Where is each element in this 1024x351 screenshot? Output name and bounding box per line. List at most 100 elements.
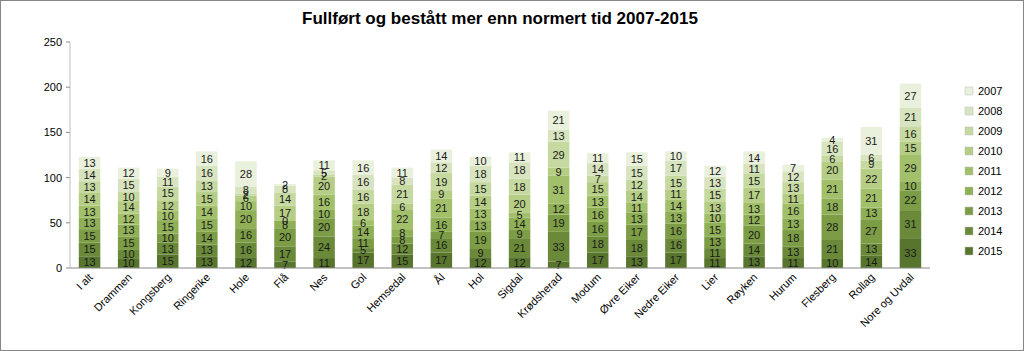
data-label: 14	[748, 152, 760, 164]
bar-segment	[470, 166, 492, 182]
data-label: 21	[553, 114, 565, 126]
legend-swatch	[965, 247, 973, 255]
y-tick-label: 250	[44, 36, 62, 48]
bar-segment	[626, 256, 648, 268]
data-label: 17	[592, 254, 604, 266]
data-label: 11	[748, 163, 759, 175]
data-label: 16	[201, 153, 213, 165]
legend: 200720082009201020112012201320142015	[965, 85, 1002, 257]
data-label: 7	[556, 259, 562, 271]
legend-label: 2009	[978, 125, 1002, 137]
data-label: 13	[709, 202, 721, 214]
data-label: 17	[748, 189, 760, 201]
data-label: 18	[787, 232, 799, 244]
bar-segment	[235, 161, 257, 186]
bar-segment	[79, 193, 101, 206]
data-label: 21	[904, 111, 916, 123]
bar-segment	[392, 254, 414, 268]
x-tick-label: Hurum	[767, 271, 799, 303]
data-label: 15	[162, 255, 174, 267]
data-label: 28	[826, 221, 838, 233]
data-label: 11	[357, 237, 368, 249]
data-label: 13	[83, 256, 95, 268]
bar-segment	[196, 256, 218, 268]
x-tick-label: Nore og Uvdal	[858, 271, 916, 329]
bar-segment	[352, 189, 374, 203]
data-label: 13	[787, 218, 799, 230]
data-label: 12	[123, 167, 135, 179]
data-label: 21	[435, 202, 447, 214]
bar-segment	[79, 157, 101, 169]
bar-segment	[900, 238, 922, 268]
data-label: 8	[399, 227, 405, 239]
bar-segment	[900, 84, 922, 108]
data-label: 13	[83, 217, 95, 229]
bar-segment	[509, 238, 530, 257]
data-label: 16	[318, 196, 330, 208]
bar-segment	[431, 198, 453, 217]
y-tick-label: 100	[44, 172, 62, 184]
data-label: 13	[631, 256, 643, 268]
data-label: 15	[83, 243, 95, 255]
bar-segment	[626, 225, 648, 240]
data-label: 13	[201, 180, 213, 192]
bar-segment	[861, 219, 883, 243]
data-label: 22	[396, 213, 408, 225]
bar-segment	[313, 195, 335, 209]
bar-segment	[431, 162, 453, 173]
bar-segment	[587, 253, 609, 268]
bar-segment	[782, 182, 804, 194]
data-label: 11	[592, 152, 603, 164]
bar-segment	[743, 226, 765, 244]
x-tick-label: Hemsedal	[364, 271, 408, 315]
bar-segment	[157, 200, 179, 211]
data-label: 21	[396, 188, 408, 200]
data-label: 31	[904, 218, 916, 230]
bar-segment	[118, 168, 139, 179]
data-label: 17	[670, 254, 682, 266]
data-label: 15	[904, 142, 916, 154]
bar-segment	[431, 253, 453, 268]
bar-segment	[587, 163, 609, 176]
bar-segment	[79, 229, 101, 243]
data-label: 9	[165, 167, 171, 179]
data-label: 10	[123, 248, 135, 260]
data-label: 10	[123, 191, 135, 203]
bar-segment	[743, 215, 765, 226]
chart-container: Fullført og bestått mer enn normert tid …	[0, 0, 1024, 351]
y-tick-label: 0	[56, 262, 62, 274]
data-label: 18	[357, 206, 369, 218]
legend-label: 2013	[978, 205, 1002, 217]
data-label: 11	[670, 188, 681, 200]
data-label: 2	[282, 179, 288, 191]
data-label: 13	[709, 177, 721, 189]
data-label: 12	[162, 200, 174, 212]
data-label: 21	[865, 192, 877, 204]
data-label: 13	[83, 206, 95, 218]
data-label: 12	[631, 179, 643, 191]
data-label: 6	[868, 152, 874, 164]
data-label: 11	[514, 151, 525, 163]
bar-segment	[196, 192, 218, 206]
legend-label: 2008	[978, 105, 1002, 117]
data-label: 9	[516, 228, 522, 240]
bar-segment	[235, 243, 257, 257]
bar-segment	[274, 228, 296, 246]
data-label: 13	[787, 246, 799, 258]
bar-segment	[352, 204, 374, 220]
data-label: 14	[592, 163, 604, 175]
data-label: 14	[435, 150, 447, 162]
data-label: 12	[123, 213, 135, 225]
bar-segment	[157, 243, 179, 255]
bar-segment	[196, 166, 218, 180]
y-tick	[66, 177, 70, 178]
x-tick-label: Gol	[348, 271, 369, 292]
bar-segment	[743, 203, 765, 215]
data-label: 13	[670, 212, 682, 224]
bar-segment	[548, 111, 570, 130]
bar-segment	[509, 179, 530, 195]
bar-segment	[196, 244, 218, 256]
bar-segment	[157, 187, 179, 201]
data-label: 11	[631, 202, 642, 214]
x-tick-label: Rollag	[846, 271, 877, 302]
